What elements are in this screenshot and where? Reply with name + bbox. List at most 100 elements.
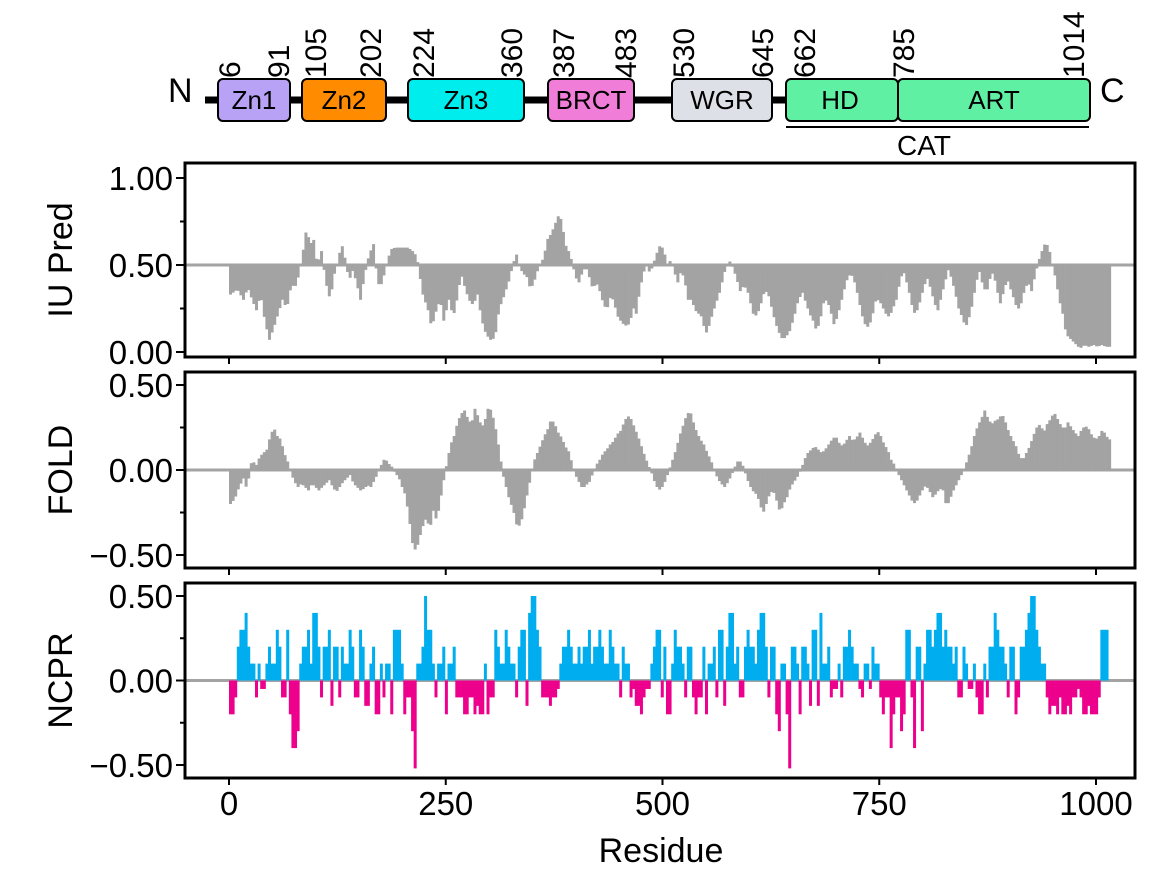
bar (416, 262, 420, 265)
bar (905, 265, 909, 283)
bar (1102, 432, 1106, 470)
bar (652, 646, 656, 681)
bar (239, 265, 243, 296)
bar (587, 629, 591, 681)
bar (988, 646, 992, 681)
bar (442, 646, 446, 681)
bar (416, 470, 420, 545)
bar (489, 265, 493, 340)
bar (1071, 430, 1075, 470)
bar (452, 265, 456, 314)
bar (1076, 436, 1080, 470)
bar (835, 265, 839, 319)
bar (606, 265, 610, 308)
bar (351, 470, 355, 482)
bar (920, 680, 924, 732)
bar (759, 470, 763, 508)
bar (411, 680, 415, 732)
bar (941, 265, 945, 290)
bar (983, 410, 987, 470)
bar (314, 612, 318, 681)
bar (634, 680, 638, 706)
bar (1066, 265, 1070, 337)
bar (978, 265, 982, 272)
bar (907, 265, 911, 293)
bar (564, 447, 568, 470)
bar (637, 438, 641, 470)
bar (1089, 434, 1093, 470)
bar (1043, 663, 1047, 681)
bar (946, 265, 950, 271)
bar (759, 612, 763, 681)
bar (811, 629, 815, 681)
bar (887, 452, 891, 470)
bar (366, 258, 370, 265)
bar (478, 680, 482, 715)
bar (1063, 680, 1067, 715)
bar (1063, 265, 1067, 330)
y-tick-label: 1.00 (109, 160, 173, 197)
bar (611, 265, 615, 300)
bar (1071, 265, 1075, 342)
bar (416, 663, 420, 681)
bar (252, 462, 256, 470)
bar (634, 431, 638, 470)
bar (746, 470, 750, 482)
bar (837, 663, 841, 681)
bar (249, 463, 253, 470)
bar (920, 265, 924, 293)
bar (1001, 265, 1005, 295)
bar (665, 470, 669, 476)
bar (749, 646, 753, 681)
bar (853, 439, 857, 470)
domain-box (547, 78, 635, 122)
bar (556, 216, 560, 265)
bar (1102, 629, 1106, 681)
bar (905, 470, 909, 491)
bar (861, 680, 865, 698)
bar (372, 244, 376, 265)
bar (1030, 265, 1034, 292)
bar (239, 470, 243, 484)
bar (421, 646, 425, 681)
bar (754, 470, 758, 494)
bar (608, 444, 612, 470)
bar (535, 265, 539, 272)
bar (520, 629, 524, 681)
bar (351, 265, 355, 271)
bar (983, 265, 987, 290)
bar (858, 432, 862, 470)
bar (439, 265, 443, 306)
bar (777, 680, 781, 732)
bar (606, 448, 610, 470)
bar (655, 252, 659, 265)
bar (972, 436, 976, 470)
bar (673, 265, 677, 275)
bar (757, 629, 760, 681)
bar (587, 470, 591, 482)
bar (814, 447, 818, 470)
bar (340, 470, 344, 484)
bar (346, 470, 350, 478)
bar (751, 470, 755, 492)
bar (299, 663, 303, 681)
bar (712, 646, 716, 681)
bar (429, 265, 433, 324)
bar (312, 470, 316, 486)
bar (1004, 663, 1008, 681)
bar (1061, 680, 1065, 715)
bar (574, 470, 578, 477)
bar (923, 470, 927, 487)
bar (439, 470, 443, 496)
bar (486, 265, 490, 337)
bar (1030, 596, 1034, 681)
bar (551, 229, 555, 265)
bar (494, 629, 498, 681)
bar (530, 470, 534, 471)
boundary-label: 360 (496, 28, 529, 78)
bar (749, 470, 753, 487)
bar (970, 680, 974, 689)
bar (559, 663, 563, 681)
boundary-label: 785 (888, 28, 921, 78)
bar (954, 470, 958, 486)
